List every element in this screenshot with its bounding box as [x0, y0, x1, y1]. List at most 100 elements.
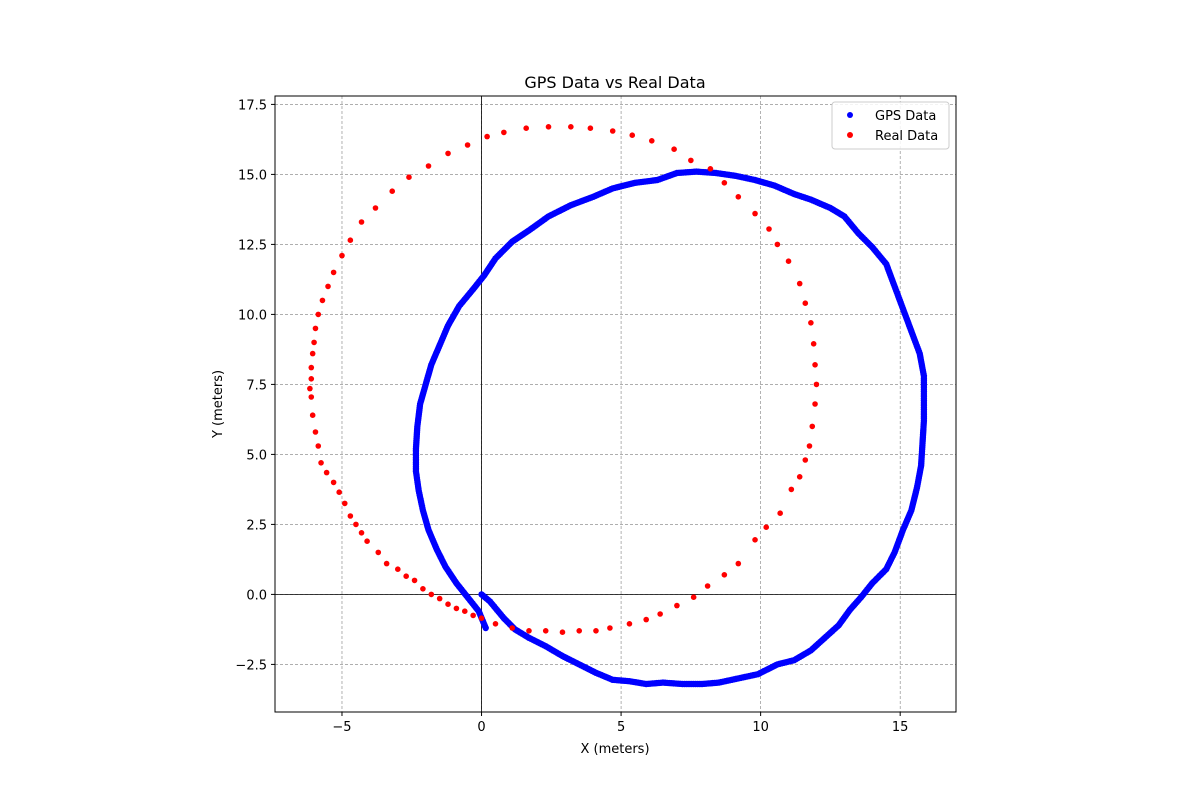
real-point — [307, 385, 313, 392]
real-point — [478, 615, 485, 621]
legend-marker-gps — [847, 112, 853, 118]
legend: GPS Data Real Data — [831, 101, 950, 150]
real-point — [545, 124, 552, 130]
real-point — [813, 381, 820, 388]
real-point — [593, 628, 599, 634]
y-tick-label: 5.0 — [246, 448, 267, 463]
real-point — [411, 577, 418, 584]
real-point — [309, 350, 316, 357]
real-point — [643, 616, 650, 623]
real-point — [445, 601, 451, 607]
real-point — [364, 538, 370, 544]
y-axis-label: Y (meters) — [211, 370, 226, 439]
real-point — [336, 489, 342, 496]
real-point — [559, 629, 566, 635]
legend-label-gps: GPS Data — [875, 109, 936, 124]
real-point — [568, 124, 574, 130]
real-point — [461, 608, 468, 614]
real-point — [810, 341, 817, 347]
real-point — [445, 150, 451, 157]
real-point — [312, 429, 319, 435]
real-point — [796, 280, 803, 287]
real-point — [330, 479, 337, 486]
real-point — [688, 157, 694, 164]
x-tick-label: 0 — [477, 720, 485, 735]
real-point — [464, 142, 471, 148]
real-point — [526, 628, 532, 634]
real-point — [788, 486, 795, 493]
real-point — [492, 621, 499, 627]
real-point — [812, 362, 818, 368]
x-tick-label: 10 — [752, 720, 769, 735]
real-point — [609, 128, 616, 134]
real-point — [312, 325, 319, 332]
y-tick-label: 15.0 — [238, 168, 267, 183]
y-tick-label: 10.0 — [238, 308, 267, 323]
real-point — [425, 163, 432, 169]
real-point — [607, 625, 613, 631]
real-point — [325, 283, 331, 290]
real-point — [542, 628, 549, 634]
real-point — [657, 611, 663, 617]
real-point — [752, 537, 758, 543]
real-point — [777, 510, 783, 516]
real-point — [318, 460, 324, 466]
real-point — [311, 339, 317, 346]
x-tick-label: 15 — [892, 720, 909, 735]
x-axis-label: X (meters) — [580, 742, 649, 757]
real-point — [735, 560, 742, 567]
real-point — [812, 401, 818, 407]
real-point — [802, 457, 809, 463]
legend-label-real: Real Data — [875, 129, 938, 144]
real-point — [808, 320, 814, 326]
reference-lines — [275, 96, 956, 712]
real-point — [353, 521, 359, 528]
real-point — [389, 188, 396, 194]
real-point — [721, 572, 728, 578]
x-tick-label: 5 — [617, 720, 625, 735]
real-point — [802, 300, 809, 307]
real-point — [406, 174, 412, 180]
real-point — [766, 226, 772, 232]
real-point — [358, 219, 365, 225]
y-tick-label: 12.5 — [238, 238, 267, 253]
real-point — [671, 146, 677, 152]
real-point — [626, 621, 633, 627]
real-point — [484, 133, 490, 140]
axis-ticks: −5 0 5 10 15 −2.5 0.0 2.5 5.0 7.5 10.0 12.5 15.0 17.5 — [235, 98, 908, 735]
real-point — [735, 194, 742, 200]
real-point — [403, 573, 409, 579]
real-point — [347, 513, 354, 519]
y-tick-label: 7.5 — [246, 378, 267, 393]
y-tick-label: −2.5 — [235, 658, 267, 673]
real-point — [763, 524, 770, 530]
y-tick-label: 0.0 — [246, 588, 267, 603]
real-point — [648, 138, 655, 144]
real-point — [509, 625, 516, 631]
real-point — [576, 628, 583, 634]
real-point — [330, 269, 337, 276]
real-point — [372, 205, 379, 211]
real-point — [308, 364, 315, 371]
real-point — [428, 591, 435, 598]
y-tick-label: 2.5 — [246, 518, 267, 533]
x-tick-label: −5 — [332, 720, 351, 735]
real-point — [319, 297, 326, 304]
real-point — [339, 252, 345, 259]
real-point — [523, 125, 529, 131]
real-point — [674, 602, 680, 609]
legend-marker-real — [847, 132, 853, 138]
real-point — [358, 530, 365, 536]
real-point — [315, 443, 322, 449]
real-point — [707, 166, 714, 172]
series-real — [307, 124, 820, 635]
y-tick-label: 17.5 — [238, 98, 267, 113]
real-point — [309, 412, 316, 419]
real-point — [420, 586, 426, 592]
real-point — [470, 612, 476, 619]
real-point — [774, 241, 781, 248]
legend-box — [831, 101, 950, 150]
real-point — [308, 394, 315, 400]
